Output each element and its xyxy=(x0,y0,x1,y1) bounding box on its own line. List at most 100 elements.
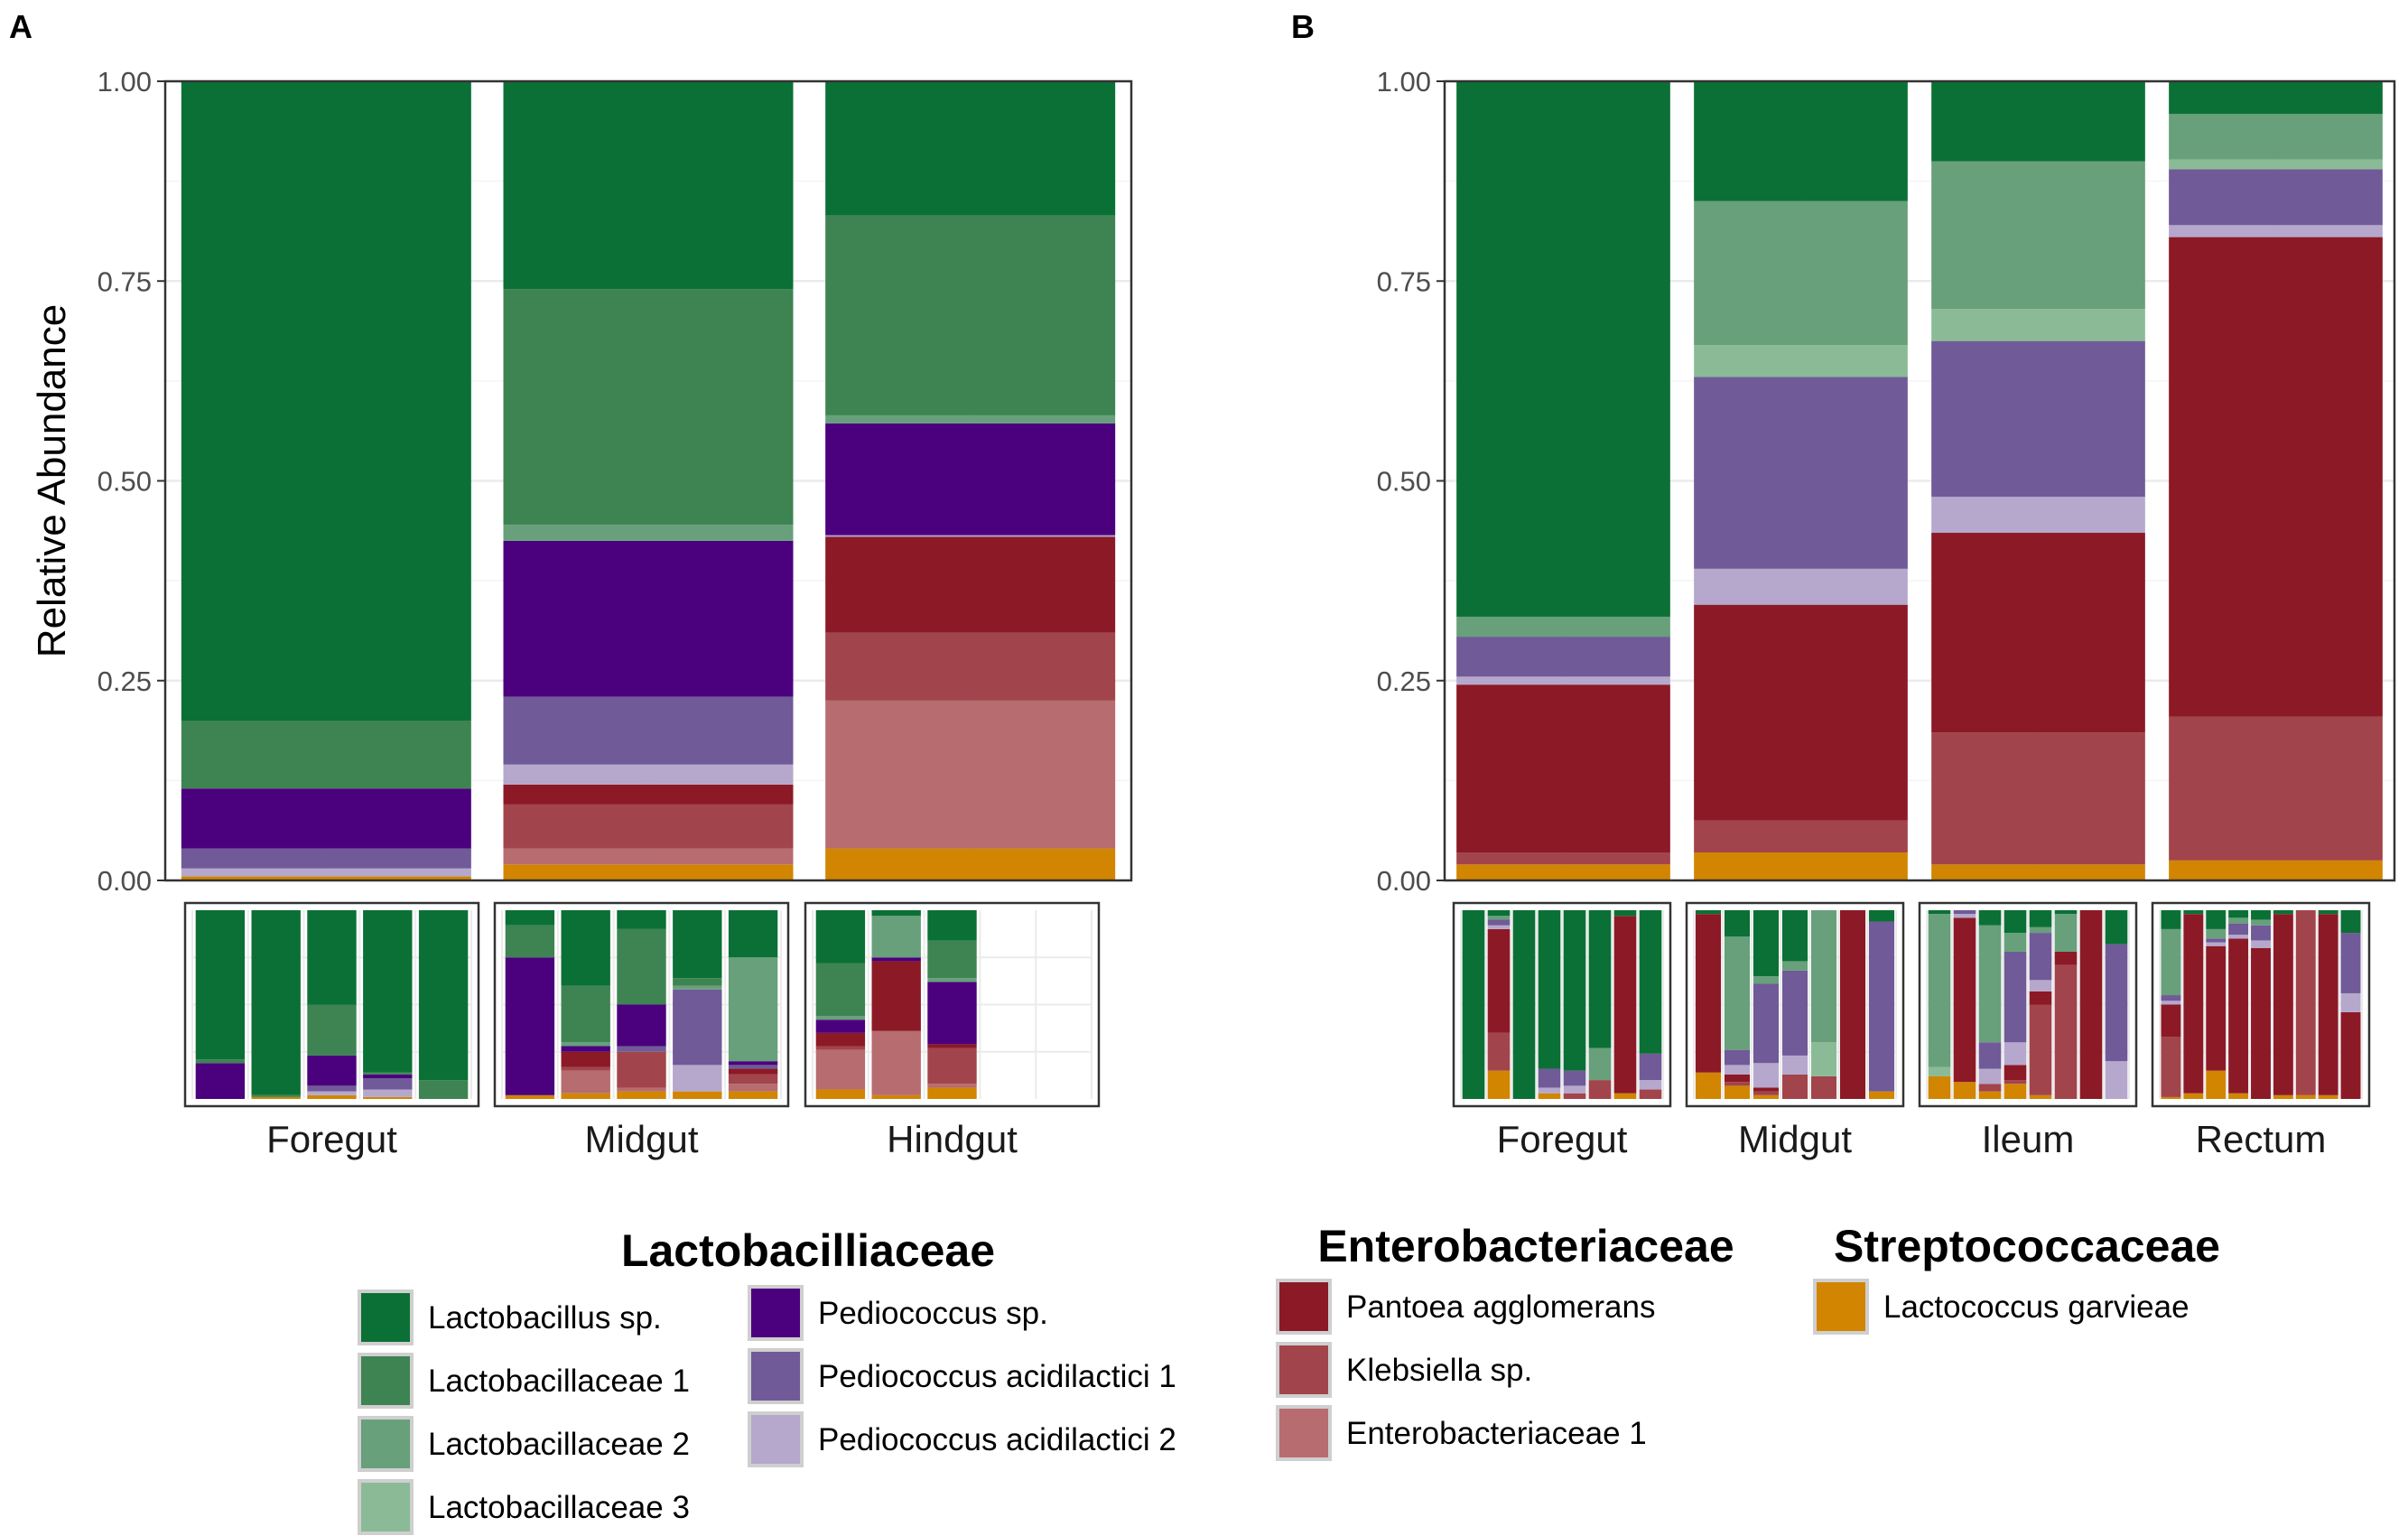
bar-segment-midgut-lactobacillaceae-2 xyxy=(1694,200,1908,346)
sample-2-segment-pantoea-agglomerans xyxy=(871,961,921,1031)
sample-5-segment-pediococcus-acidilactici-1 xyxy=(1563,1070,1586,1086)
sample-2-segment-pediococcus-sp xyxy=(561,1046,610,1052)
sample-3-segment-lactobacillus-sp xyxy=(2206,910,2227,929)
sample-7-segment-pantoea-agglomerans xyxy=(2079,910,2103,1099)
sample-2-segment-klebsiella-sp xyxy=(1724,1082,1751,1086)
sample-1-segment-lactococcus-garvieae xyxy=(1695,1072,1722,1099)
sample-4-segment-lactococcus-garvieae xyxy=(2228,1093,2249,1099)
sample-8-segment-lactobacillus-sp xyxy=(2105,910,2128,945)
sample-1-segment-lactobacillus-sp xyxy=(1462,910,1485,1099)
bar-segment-midgut-lactobacillaceae-3 xyxy=(1694,345,1908,377)
sample-3-segment-lactobacillus-sp xyxy=(1512,910,1536,1099)
sample-6-segment-lactococcus-garvieae xyxy=(2273,1094,2293,1099)
sample-3-segment-pediococcus-acidilactici-1 xyxy=(2206,938,2227,943)
sample-8-segment-lactococcus-garvieae xyxy=(2318,1094,2338,1099)
sample-3-segment-klebsiella-sp xyxy=(617,1051,666,1088)
sample-1-segment-lactobacillaceae-2 xyxy=(1928,914,1951,1067)
sample-3-segment-lactobacillus-sp xyxy=(307,910,357,1005)
sample-2-segment-lactococcus-garvieae xyxy=(871,1094,921,1099)
bar-segment-foregut-lactobacillaceae-1 xyxy=(181,721,471,789)
sample-3-segment-pediococcus-acidilactici-2 xyxy=(1753,1063,1780,1088)
sample-4-segment-lactobacillaceae-1 xyxy=(363,1072,413,1075)
bar-segment-hindgut-lactococcus-garvieae xyxy=(825,848,1116,880)
x-category-label: Foregut xyxy=(266,1118,397,1160)
sample-2-segment-klebsiella-sp xyxy=(1487,1032,1511,1071)
sample-2-segment-lactococcus-garvieae xyxy=(1487,1070,1511,1099)
legend-title-lactobacilliaceae: Lactobacilliaceae xyxy=(621,1225,995,1276)
sample-3-segment-lactococcus-garvieae xyxy=(307,1094,357,1099)
bar-segment-foregut-lactococcus-garvieae xyxy=(181,876,471,880)
sample-1-segment-lactobacillus-sp xyxy=(505,910,555,926)
sample-4-segment-lactobacillaceae-2 xyxy=(2228,917,2249,924)
sample-1-segment-lactococcus-garvieae xyxy=(1928,1075,1951,1099)
bar-segment-rectum-pediococcus-acidilactici-1 xyxy=(2169,169,2383,226)
sample-4-segment-lactococcus-garvieae xyxy=(1538,1093,1561,1099)
sample-3-segment-lactobacillus-sp xyxy=(617,910,666,929)
facet-hindgut: Hindgut xyxy=(804,901,1101,1160)
x-category-label: Ileum xyxy=(1982,1118,2075,1160)
sample-1-segment-pediococcus-acidilactici-1 xyxy=(2161,995,2181,1001)
bar-segment-midgut-pediococcus-acidilactici-2 xyxy=(503,764,794,785)
sample-3-segment-lactobacillaceae-2 xyxy=(927,978,977,982)
bar-segment-midgut-lactococcus-garvieae xyxy=(1694,852,1908,880)
sample-4-segment-pediococcus-acidilactici-2 xyxy=(363,1089,413,1097)
sample-7-segment-lactococcus-garvieae xyxy=(1613,1093,1637,1099)
legend-label-lactobacillaceae-2: Lactobacillaceae 2 xyxy=(428,1427,690,1462)
sample-8-segment-lactobacillus-sp xyxy=(1639,910,1662,1054)
sample-1-segment-lactobacillus-sp xyxy=(1928,910,1951,915)
sample-3-segment-enterobacteriaceae-1 xyxy=(617,1087,666,1092)
x-category-label: Hindgut xyxy=(887,1118,1018,1160)
sample-1-segment-lactococcus-garvieae xyxy=(815,1089,866,1099)
sample-3-segment-pediococcus-acidilactici-1 xyxy=(307,1085,357,1092)
bar-segment-midgut-lactobacillaceae-1 xyxy=(503,289,794,526)
bar-segment-foregut-pediococcus-acidilactici-1 xyxy=(181,848,471,869)
sample-6-segment-lactobacillus-sp xyxy=(2273,910,2293,915)
sample-4-segment-pediococcus-acidilactici-1 xyxy=(2004,951,2027,1043)
sample-5-segment-klebsiella-sp xyxy=(1810,1075,1837,1099)
sample-2-segment-lactobacillaceae-1 xyxy=(251,1094,301,1097)
legend-title-streptococcaceae: Streptococcaceae xyxy=(1834,1221,2220,1271)
sample-7-segment-klebsiella-sp xyxy=(2295,910,2316,1095)
bar-segment-midgut-pantoea-agglomerans xyxy=(1694,604,1908,821)
legend-label-pediococcus-acidilactici-2: Pediococcus acidilactici 2 xyxy=(818,1422,1176,1457)
sample-8-segment-lactobacillus-sp xyxy=(2318,910,2338,915)
legend-swatch-pediococcus-sp xyxy=(748,1285,804,1341)
sample-5-segment-lactobacillaceae-1 xyxy=(418,1080,469,1099)
sample-1-segment-lactococcus-garvieae xyxy=(2161,1096,2181,1099)
sample-8-segment-pediococcus-acidilactici-1 xyxy=(1639,1053,1662,1081)
legend-label-pediococcus-sp: Pediococcus sp. xyxy=(818,1296,1048,1331)
sample-3-segment-pantoea-agglomerans xyxy=(2206,945,2227,1071)
x-category-label: Midgut xyxy=(1738,1118,1852,1160)
facet-border xyxy=(493,901,790,1108)
sample-1-segment-pediococcus-sp xyxy=(815,1019,866,1033)
sample-4-segment-klebsiella-sp xyxy=(1781,1074,1808,1099)
sample-1-segment-klebsiella-sp xyxy=(815,1046,866,1050)
sample-1-segment-lactobacillus-sp xyxy=(195,910,246,1060)
sample-2-segment-lactobacillaceae-2 xyxy=(1487,916,1511,920)
sample-2-segment-lactococcus-garvieae xyxy=(251,1096,301,1099)
y-tick-label: 1.00 xyxy=(98,66,152,98)
y-tick-label: 0.00 xyxy=(98,865,152,897)
sample-3-segment-pantoea-agglomerans xyxy=(927,1044,977,1048)
facet-rectum: Rectum xyxy=(2151,901,2371,1160)
legend-swatch-lactobacillus-sp xyxy=(358,1289,414,1345)
legend-swatch-pediococcus-acidilactici-2 xyxy=(748,1411,804,1467)
sample-2-segment-pediococcus-acidilactici-2 xyxy=(1953,914,1976,918)
bar-segment-ileum-klebsiella-sp xyxy=(1931,732,2145,865)
bar-segment-midgut-klebsiella-sp xyxy=(503,804,794,849)
bar-segment-hindgut-klebsiella-sp xyxy=(825,632,1116,701)
sample-7-segment-lactococcus-garvieae xyxy=(1868,1091,1895,1099)
legend-label-lactobacillus-sp: Lactobacillus sp. xyxy=(428,1300,662,1336)
sample-3-segment-pediococcus-acidilactici-2 xyxy=(307,1091,357,1095)
legend-label-pediococcus-acidilactici-1: Pediococcus acidilactici 1 xyxy=(818,1359,1176,1394)
bar-segment-ileum-pediococcus-acidilactici-2 xyxy=(1931,497,2145,534)
y-tick-label: 0.25 xyxy=(1377,666,1431,697)
sample-3-segment-lactobacillaceae-1 xyxy=(617,928,666,1005)
chart-a-facets: Foregut Midgut Hindgut xyxy=(183,901,1101,1160)
bar-segment-rectum-pediococcus-acidilactici-2 xyxy=(2169,225,2383,237)
sample-5-segment-lactococcus-garvieae xyxy=(728,1091,778,1099)
sample-7-segment-lactobacillus-sp xyxy=(1868,910,1895,922)
sample-2-segment-pantoea-agglomerans xyxy=(1724,1074,1751,1083)
sample-7-segment-pediococcus-acidilactici-1 xyxy=(1868,921,1895,1092)
sample-4-segment-pediococcus-acidilactici-1 xyxy=(2228,923,2249,936)
